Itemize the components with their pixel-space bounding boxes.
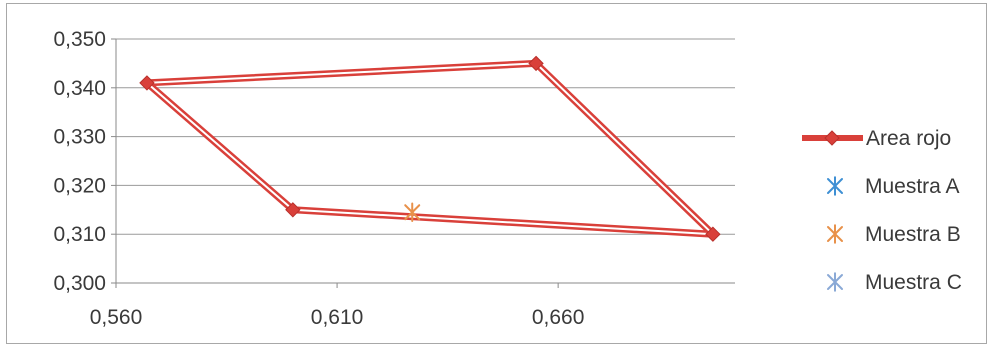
legend-swatch-marker xyxy=(824,130,840,146)
x-tick-label: 0,560 xyxy=(90,306,143,329)
y-tick-label: 0,330 xyxy=(53,126,106,149)
y-tick-label: 0,300 xyxy=(53,272,106,295)
legend-swatch-marker xyxy=(827,272,843,292)
chart-svg: 0,350 0,340 0,330 0,320 0,310 0,300 0,560 0,610… xyxy=(53,28,962,329)
data-point xyxy=(705,226,721,242)
data-point xyxy=(139,75,155,91)
legend-legend: Area rojo Muestra A Muestra B Muestra C xyxy=(802,127,962,294)
x-tick-label: 0,610 xyxy=(311,306,364,329)
series-line xyxy=(144,59,717,238)
legend-swatch-marker xyxy=(827,176,843,196)
y-tick-label: 0,340 xyxy=(53,77,106,100)
y-tick-label: 0,310 xyxy=(53,223,106,246)
legend-label: Muestra B xyxy=(865,223,961,246)
y-tick-label: 0,350 xyxy=(53,28,106,51)
x-tick-label: 0,660 xyxy=(532,306,585,329)
chart-frame: 0,350 0,340 0,330 0,320 0,310 0,300 0,560 0,610… xyxy=(6,3,987,344)
axes-layer: 0,350 0,340 0,330 0,320 0,310 0,300 0,560 0,610… xyxy=(53,28,735,329)
legend-swatch-marker xyxy=(827,224,843,244)
legend-label: Muestra A xyxy=(865,175,960,198)
grid-layer xyxy=(116,38,735,284)
y-tick-label: 0,320 xyxy=(53,174,106,197)
legend-label: Area rojo xyxy=(866,127,951,150)
data-point xyxy=(404,202,421,222)
data-point xyxy=(528,55,544,72)
data-point xyxy=(285,202,301,218)
series-layer xyxy=(139,55,721,242)
legend-label: Muestra C xyxy=(865,271,962,294)
